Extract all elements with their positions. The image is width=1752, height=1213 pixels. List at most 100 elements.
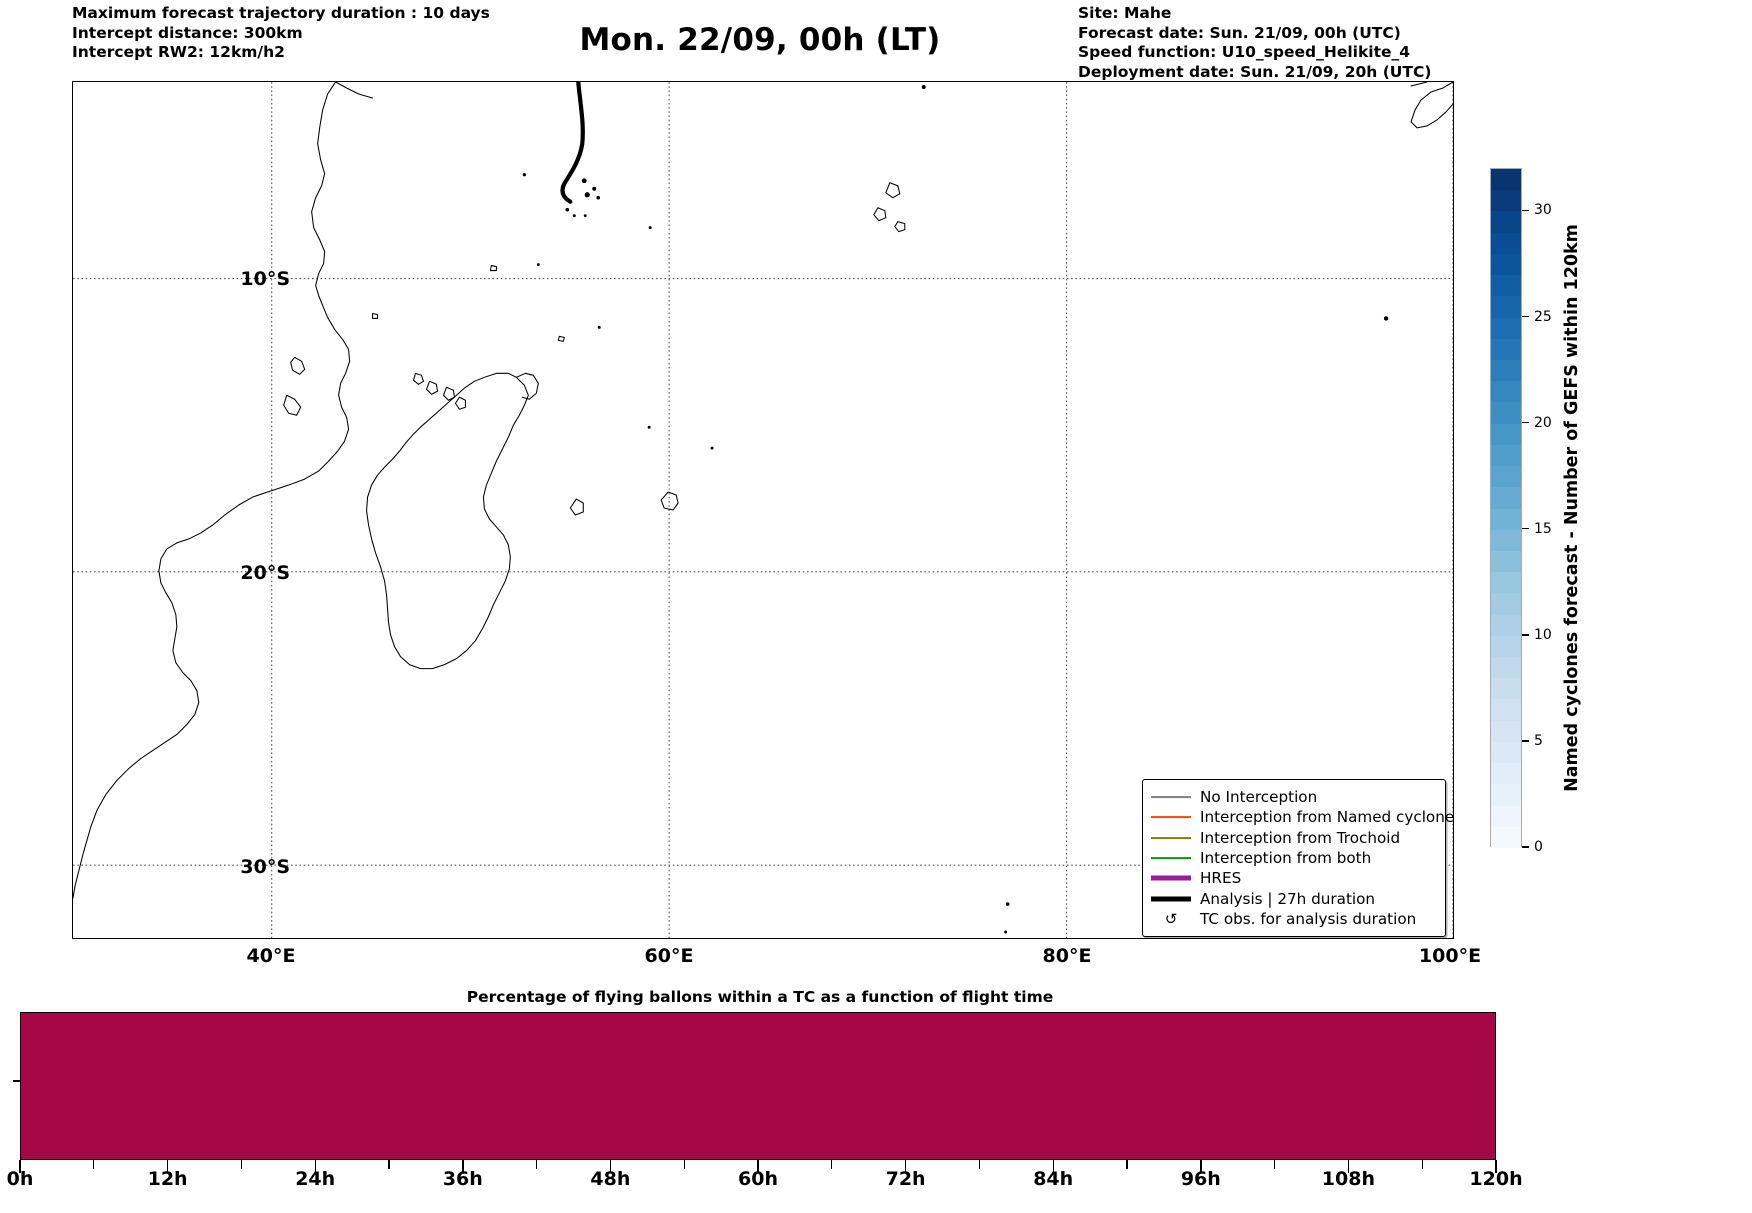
legend-item-4[interactable]: HRES — [1151, 868, 1435, 888]
bottom-axis-tick — [904, 1160, 907, 1173]
map-xtick-label: 100°E — [1418, 945, 1482, 967]
bottom-axis-tick — [683, 1160, 685, 1169]
colorbar-level — [1491, 635, 1521, 658]
legend-label: Interception from Trochoid — [1200, 828, 1401, 847]
header-right-line-2: Speed function: U10_speed_Helikite_4 — [1078, 43, 1411, 61]
legend-item-0[interactable]: No Interception — [1151, 787, 1435, 807]
colorbar-tick-label: 0 — [1534, 839, 1543, 855]
colorbar-level — [1491, 784, 1521, 806]
header-left-line-2: Intercept RW2: 12km/h2 — [72, 43, 285, 61]
bottom-axis-tick-label: 24h — [295, 1168, 336, 1190]
map-xtick-label: 60°E — [644, 945, 694, 967]
map-xtick-label: 40°E — [246, 945, 296, 967]
map-legend[interactable]: No Interception Interception from Named c… — [1142, 779, 1454, 938]
bottom-axis-tick — [609, 1160, 612, 1173]
bottom-panel-frame — [20, 1012, 1496, 1160]
coastlines — [73, 82, 1453, 934]
colorbar-tick-label: 5 — [1534, 732, 1543, 749]
colorbar-tick-label: 10 — [1534, 626, 1552, 643]
legend-swatch-icon — [1151, 870, 1191, 886]
legend-swatch-icon — [1151, 830, 1191, 846]
header-right-info: Site: Mahe Forecast date: Sun. 21/09, 00h… — [1078, 4, 1431, 82]
bottom-panel-ytick — [13, 1080, 21, 1082]
legend-label: TC obs. for analysis duration — [1200, 909, 1417, 928]
legend-swatch-icon — [1151, 850, 1191, 866]
header-right-line-0: Site: Mahe — [1078, 4, 1172, 22]
bottom-axis-tick — [1273, 1160, 1276, 1169]
colorbar-tick — [1522, 421, 1529, 424]
legend-item-6[interactable]: ↺ TC obs. for analysis duration — [1151, 909, 1435, 929]
colorbar-level — [1491, 169, 1521, 191]
colorbar-level — [1491, 423, 1521, 445]
bottom-axis-tick-label: 84h — [1033, 1168, 1074, 1190]
header-right-line-3: Deployment date: Sun. 21/09, 20h (UTC) — [1078, 62, 1432, 81]
colorbar-level — [1491, 275, 1521, 297]
colorbar-level — [1491, 211, 1521, 233]
bottom-axis-tick-label: 120h — [1469, 1168, 1523, 1190]
colorbar-tick-label: 30 — [1534, 202, 1552, 219]
legend-item-1[interactable]: Interception from Named cyclone — [1151, 807, 1454, 827]
bottom-axis-tick-label: 72h — [885, 1168, 926, 1190]
colorbar-title-text: Named cyclones forecast - Number of GEFS… — [1562, 223, 1582, 792]
analysis-trajectory — [560, 82, 585, 204]
colorbar-level — [1491, 190, 1521, 212]
colorbar-level — [1491, 678, 1521, 700]
bottom-axis-tick — [93, 1160, 95, 1169]
bottom-axis-tick-label: 12h — [147, 1168, 188, 1190]
legend-swatch-icon — [1151, 789, 1191, 805]
colorbar-tick-label: 15 — [1534, 520, 1552, 537]
colorbar-level — [1491, 487, 1521, 509]
colorbar-level — [1491, 593, 1521, 615]
colorbar-tick — [1522, 634, 1529, 636]
legend-item-3[interactable]: Interception from both — [1151, 848, 1435, 868]
bottom-axis-tick — [240, 1160, 243, 1169]
map-ytick-label: 10°S — [240, 268, 290, 290]
bottom-axis-tick-label: 0h — [6, 1168, 34, 1190]
legend-label: Interception from both — [1200, 849, 1372, 868]
bottom-axis-tick — [1347, 1160, 1350, 1173]
colorbar-tick — [1522, 209, 1529, 212]
bottom-axis-tick — [19, 1160, 21, 1173]
bottom-axis-tick — [978, 1160, 981, 1169]
bottom-axis-tick — [1052, 1160, 1055, 1173]
tc-observation-markers — [565, 178, 601, 218]
bottom-axis-tick — [1126, 1160, 1128, 1169]
colorbar-level — [1491, 508, 1521, 530]
colorbar-level — [1491, 232, 1521, 254]
bottom-axis-tick — [535, 1160, 538, 1169]
colorbar-level — [1491, 317, 1521, 339]
bottom-panel-axes[interactable] — [19, 1012, 1497, 1173]
colorbar-tick — [1522, 846, 1529, 848]
header-right-line-1: Forecast date: Sun. 21/09, 00h (UTC) — [1078, 23, 1401, 42]
bottom-axis-tick-label: 60h — [738, 1168, 778, 1190]
bottom-panel-title: Percentage of flying ballons within a TC… — [466, 988, 1054, 1006]
colorbar[interactable]: 0 5 10 15 20 25 30 — [1490, 168, 1552, 855]
colorbar-level — [1491, 466, 1521, 488]
colorbar-level — [1491, 529, 1521, 551]
colorbar-tick-label: 20 — [1534, 414, 1552, 431]
bottom-axis-tick-label: 36h — [442, 1168, 483, 1190]
map-xtick-label: 80°E — [1042, 945, 1092, 967]
colorbar-level — [1491, 572, 1521, 594]
bottom-axis-tick-label: 108h — [1321, 1168, 1375, 1190]
bottom-axis-tick-label: 96h — [1180, 1168, 1221, 1190]
flight-time-bar — [21, 1013, 1495, 1159]
colorbar-level — [1491, 402, 1521, 424]
colorbar-title: Named cyclones forecast - Number of GEFS… — [1560, 168, 1584, 847]
bottom-axis-tick — [757, 1160, 759, 1173]
tc-obs-marker-icon: ↺ — [1164, 909, 1178, 928]
colorbar-level — [1491, 253, 1521, 276]
colorbar-gradient — [1490, 168, 1522, 848]
legend-item-2[interactable]: Interception from Trochoid — [1151, 828, 1435, 848]
legend-label: Analysis | 27h duration — [1200, 889, 1376, 908]
colorbar-level — [1491, 296, 1521, 318]
bottom-axis-tick — [1200, 1160, 1202, 1173]
colorbar-level — [1491, 699, 1521, 721]
colorbar-level — [1491, 741, 1521, 764]
legend-label: HRES — [1200, 869, 1242, 888]
header-left-info: Maximum forecast trajectory duration : 1… — [72, 4, 490, 63]
colorbar-level — [1491, 338, 1521, 360]
bottom-axis-tick — [314, 1160, 317, 1173]
colorbar-level — [1491, 381, 1521, 403]
legend-item-5[interactable]: Analysis | 27h duration — [1151, 888, 1435, 908]
